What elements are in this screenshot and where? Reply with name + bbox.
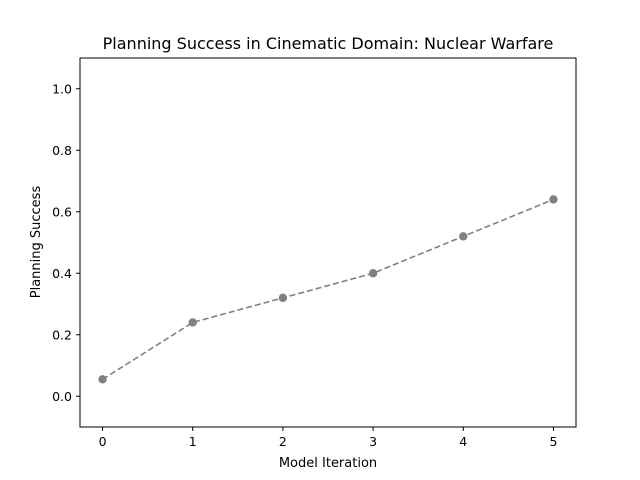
data-point — [459, 232, 468, 241]
x-tick-label: 2 — [279, 434, 287, 449]
data-point — [368, 269, 378, 278]
y-tick-label: 0.0 — [52, 389, 72, 404]
x-tick-label: 5 — [549, 434, 557, 449]
y-tick-label: 0.4 — [52, 266, 72, 281]
x-tick-label: 3 — [369, 434, 377, 449]
x-axis: 0 1 2 3 4 5 — [99, 427, 557, 449]
x-tick-label: 0 — [99, 434, 107, 449]
x-axis-label: Model Iteration — [279, 456, 377, 471]
series-line — [102, 198, 554, 381]
y-tick-label: 0.8 — [52, 143, 72, 158]
data-point — [98, 375, 107, 384]
y-tick-label: 0.6 — [52, 204, 72, 219]
data-point — [278, 293, 288, 303]
y-tick-label: 1.0 — [52, 81, 72, 96]
chart-title: Planning Success in Cinematic Domain: Nu… — [103, 34, 554, 53]
y-axis: 0.0 0.2 0.4 0.6 0.8 1.0 — [52, 81, 80, 404]
plot-area — [79, 57, 577, 428]
x-tick-label: 4 — [459, 434, 467, 449]
series-group — [98, 195, 558, 384]
data-point — [549, 195, 558, 204]
y-axis-label: Planning Success — [29, 186, 44, 299]
x-tick-label: 1 — [189, 434, 197, 449]
data-point — [188, 318, 197, 327]
y-tick-label: 0.2 — [52, 327, 72, 342]
